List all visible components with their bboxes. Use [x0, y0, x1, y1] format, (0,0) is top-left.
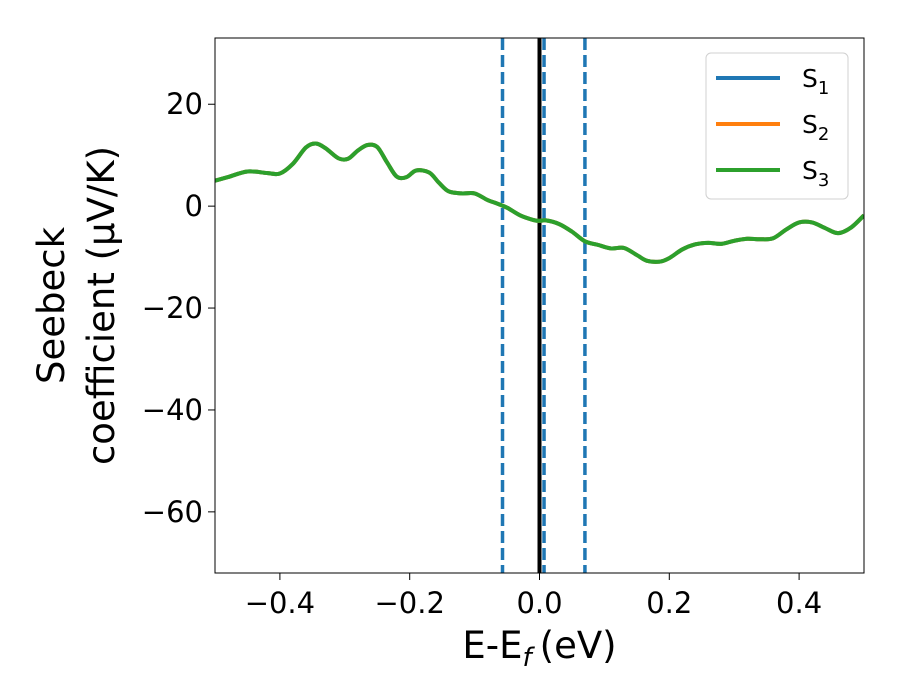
x-tick-label: 0.4	[776, 586, 822, 620]
x-axis-ticks: −0.4 −0.2 0.0 0.2 0.4	[245, 573, 822, 620]
x-tick-label: 0.0	[516, 586, 562, 620]
y-axis-label-line1: Seebeck	[30, 226, 73, 384]
y-tick-label: −60	[142, 495, 203, 529]
x-tick-label: −0.2	[374, 586, 444, 620]
legend-label-s3: S3	[802, 156, 829, 191]
legend-label-s2: S2	[802, 110, 829, 145]
y-axis-label-line2: coefficient (μV/K)	[80, 146, 123, 465]
series-line-s3	[215, 141, 864, 264]
y-tick-label: 20	[166, 87, 203, 121]
legend: S1 S2 S3	[705, 52, 849, 200]
x-tick-label: −0.4	[245, 586, 315, 620]
y-axis-ticks: 20 0 −20 −40 −60	[142, 87, 215, 529]
y-tick-label: −40	[142, 393, 203, 427]
x-axis-label: E-Ef (eV)	[462, 624, 616, 673]
reference-lines	[500, 38, 587, 573]
y-tick-label: −20	[142, 291, 203, 325]
y-tick-label: 0	[185, 189, 203, 223]
y-axis-label: Seebeck coefficient (μV/K)	[30, 146, 123, 465]
x-tick-label: 0.2	[646, 586, 692, 620]
legend-label-s1: S1	[802, 64, 829, 99]
series-lines	[215, 141, 864, 264]
